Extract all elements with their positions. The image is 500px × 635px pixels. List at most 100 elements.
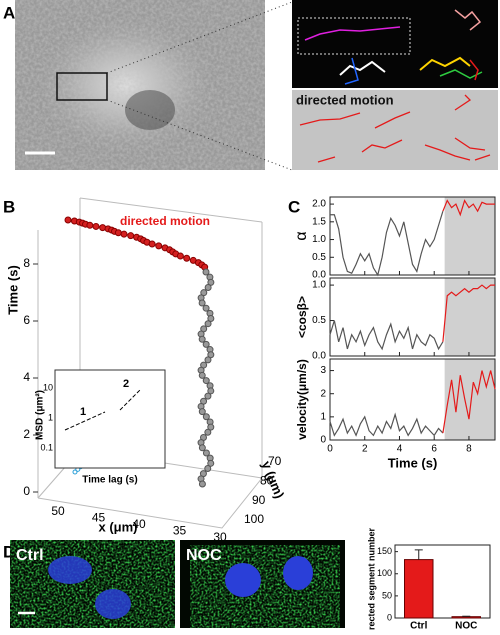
slope-line — [119, 389, 141, 411]
bead — [207, 459, 215, 467]
x-tick-label: 2 — [362, 444, 368, 455]
axis-label: x (μm) — [98, 519, 137, 534]
y-tick-label: 2 — [320, 388, 326, 399]
bead — [204, 284, 212, 292]
highlight — [444, 359, 495, 440]
panel-label: C — [288, 197, 300, 216]
bead — [127, 232, 135, 240]
bead — [198, 444, 206, 452]
highlight — [444, 197, 495, 275]
box-3d — [37, 197, 263, 529]
x-tick-label: 0 — [327, 444, 333, 455]
slope-line — [64, 411, 106, 431]
inset-tick-label: 1 — [48, 412, 53, 422]
bead — [207, 387, 215, 395]
bead — [207, 423, 215, 431]
highlight — [444, 278, 495, 356]
y-tick-label: 1.0 — [312, 280, 326, 291]
bead — [183, 254, 191, 262]
panel-label: B — [3, 197, 15, 216]
texture — [15, 0, 265, 170]
y-tick-label: 0.0 — [312, 351, 326, 362]
bead — [204, 464, 212, 472]
bead — [202, 413, 210, 421]
bead — [202, 268, 210, 276]
tick-label: 80 — [260, 474, 274, 488]
tick-label: 6 — [23, 313, 30, 327]
plot-frame — [329, 358, 496, 441]
bead — [86, 221, 94, 229]
y-tick-label: 3 — [320, 365, 326, 376]
tick-label: 50 — [51, 504, 65, 518]
line — [329, 412, 444, 437]
inset-tick-label: 0.1 — [40, 442, 53, 452]
y-axis-label: velocity(μm/s) — [295, 359, 309, 440]
image-label: NOC — [186, 547, 222, 564]
bead — [202, 377, 210, 385]
inset-tick-label: 10 — [43, 382, 53, 392]
microtubules — [10, 540, 175, 628]
line — [442, 199, 495, 217]
plot-frame — [394, 544, 491, 619]
bead — [198, 299, 206, 307]
slope-label: 2 — [123, 378, 129, 390]
line — [442, 284, 495, 342]
track — [419, 56, 471, 71]
bead — [64, 216, 72, 224]
track — [344, 57, 359, 85]
directed-tracks — [299, 94, 491, 163]
bead — [198, 371, 206, 379]
y-axis-label: <cosβ> — [295, 296, 309, 338]
tick-label: 70 — [268, 454, 282, 468]
line — [329, 320, 444, 351]
nucleus — [283, 556, 313, 590]
bead — [148, 240, 156, 248]
tick-label: 0 — [23, 484, 30, 498]
bead — [176, 252, 184, 260]
track — [454, 9, 482, 31]
bead — [204, 428, 212, 436]
panel-label: A — [3, 3, 15, 22]
track — [304, 26, 401, 41]
tick-label: 90 — [252, 493, 266, 507]
y-tick-label: 1.5 — [312, 216, 326, 227]
tick-label: 100 — [244, 512, 264, 526]
tick-label: 2 — [23, 427, 30, 441]
nucleus — [95, 589, 131, 619]
tick-label: 45 — [92, 511, 106, 525]
bead — [198, 480, 206, 488]
y-tick-label: 1.0 — [312, 234, 326, 245]
image-label: Ctrl — [16, 547, 44, 564]
annotation: directed motion — [120, 214, 210, 228]
bead — [198, 335, 206, 343]
x-tick-label: 8 — [466, 444, 472, 455]
bead — [204, 392, 212, 400]
bead — [202, 304, 210, 312]
track — [469, 59, 479, 81]
x-tick-label: 6 — [431, 444, 437, 455]
y-axis-label: Directed segment number — [366, 527, 376, 630]
slope-label: 1 — [80, 406, 86, 418]
tick-label: 40 — [132, 517, 146, 531]
msd-point — [72, 469, 78, 475]
bar — [404, 559, 434, 619]
y-tick-label: 50 — [382, 590, 392, 600]
x-axis-label: Time (s) — [388, 455, 438, 470]
y-tick-label: 150 — [377, 546, 392, 556]
y-tick-label: 0 — [320, 435, 326, 446]
y-tick-label: 2.0 — [312, 199, 326, 210]
inset-ylabel: MSD (μm²) — [35, 390, 46, 440]
line — [442, 370, 496, 434]
x-tick-label: NOC — [455, 621, 477, 630]
bead — [207, 351, 215, 359]
nucleus-shadow — [125, 90, 175, 130]
inset-xlabel: Time lag (s) — [82, 475, 137, 486]
tick-label: 4 — [23, 370, 30, 384]
y-axis-label: α — [293, 231, 310, 240]
panel-d-chart: 0 50 100 150 Ctrl NOC Directed segment number — [366, 527, 491, 635]
x-tick-label: Ctrl — [410, 621, 427, 630]
roi-box — [297, 17, 411, 55]
y-tick-label: 0.0 — [312, 270, 326, 281]
